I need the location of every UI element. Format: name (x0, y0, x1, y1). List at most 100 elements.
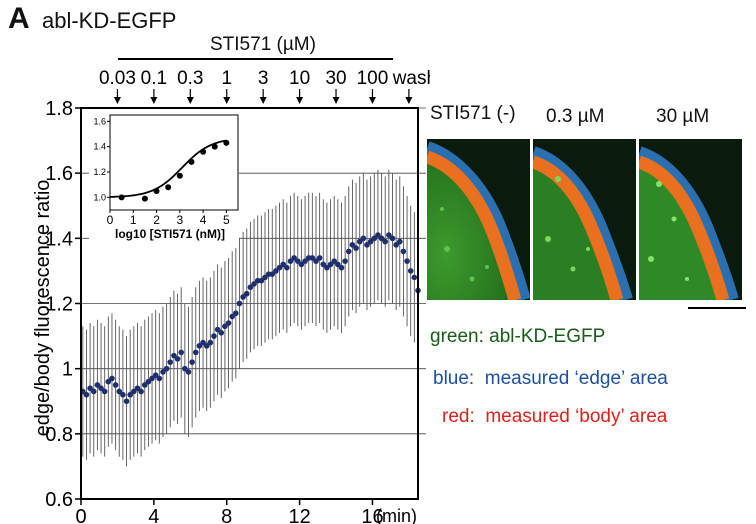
inset-data-point (177, 173, 183, 179)
data-point (113, 382, 119, 388)
inset-data-point (200, 149, 206, 155)
dose-arrow-head (150, 97, 157, 104)
legend-green-text: abl-KD-EGFP (489, 326, 605, 347)
dose-label: 0.3 (177, 68, 203, 89)
x-axis-unit: (min) (376, 506, 417, 524)
data-point (382, 239, 388, 245)
y-axis-label: edge/body fluorescence ratio (32, 180, 54, 437)
data-point (211, 333, 217, 339)
micrograph-low-dose (533, 139, 636, 300)
data-point (102, 389, 108, 395)
inset-y-tick-label: 1.4 (93, 142, 106, 152)
data-point (408, 268, 414, 274)
legend-red-key: red: (442, 406, 475, 427)
legend-red-text: measured ‘body’ area (485, 406, 667, 427)
image-label-control: STI571 (-) (430, 103, 516, 125)
data-point (244, 291, 250, 297)
dose-arrow-head (296, 97, 303, 104)
dose-label: 0.1 (141, 68, 167, 89)
data-point (193, 350, 199, 356)
data-point (167, 359, 173, 365)
data-point (189, 359, 195, 365)
data-point (186, 369, 192, 375)
inset-data-point (188, 159, 194, 165)
data-point (208, 340, 214, 346)
dose-label: 0.03 (99, 68, 136, 89)
data-point (124, 398, 130, 404)
dose-label: 100 (357, 68, 389, 89)
dose-arrow-head (187, 97, 194, 104)
inset-x-tick-label: 4 (200, 213, 207, 227)
legend-green: green: abl-KD-EGFP (430, 326, 605, 348)
image-label-high-dose: 30 µM (656, 106, 709, 128)
data-point (84, 392, 90, 398)
data-point (120, 392, 126, 398)
inset-data-point (212, 144, 218, 150)
data-point (218, 330, 224, 336)
x-tick-label: 12 (288, 506, 310, 524)
inset-data-point (119, 194, 125, 200)
x-tick-label: 0 (75, 506, 86, 524)
inset-x-tick-label: 3 (176, 213, 183, 227)
inset-data-point (142, 196, 148, 202)
data-point (157, 376, 163, 382)
inset-data-point (223, 140, 229, 146)
dose-label: 10 (289, 68, 310, 89)
dose-arrow-head (260, 97, 267, 104)
inset-x-tick-label: 2 (153, 213, 160, 227)
micrograph-control (427, 139, 530, 300)
image-label-low-dose: 0.3 µM (546, 106, 604, 128)
data-point (317, 255, 323, 261)
data-point (175, 356, 181, 362)
inset-y-tick-label: 1.0 (93, 192, 106, 202)
data-point (284, 265, 290, 271)
legend-blue: blue: measured ‘edge’ area (433, 368, 668, 390)
data-point (226, 320, 232, 326)
dose-arrow-head (114, 97, 121, 104)
inset-x-axis-label: log10 [STI571 (nM)] (115, 227, 225, 241)
legend-green-key: green: (430, 326, 484, 347)
data-point (390, 236, 396, 242)
dose-arrow-head (369, 97, 376, 104)
y-tick-label: 1 (62, 359, 73, 381)
data-point (346, 249, 352, 255)
dose-arrow-head (223, 97, 230, 104)
data-point (237, 301, 243, 307)
data-point (342, 258, 348, 264)
data-point (233, 310, 239, 316)
dose-label: 1 (221, 68, 232, 89)
micrograph-high-dose (639, 139, 742, 300)
x-tick-label: 8 (221, 506, 232, 524)
dose-label: 30 (325, 68, 346, 89)
data-point (138, 389, 144, 395)
data-point (353, 245, 359, 251)
inset-y-tick-label: 1.6 (93, 116, 106, 126)
dose-response-inset: 1.0 1.2 1.4 1.6 0 1 2 3 4 5log10 [STI571 (nM)] (89, 110, 239, 241)
x-tick-label: 4 (148, 506, 159, 524)
legend-blue-key: blue: (433, 368, 474, 389)
data-point (401, 249, 407, 255)
data-point (178, 350, 184, 356)
legend-red: red: measured ‘body’ area (442, 406, 667, 428)
data-point (91, 389, 97, 395)
inset-data-point (154, 188, 160, 194)
dose-label: 3 (258, 68, 269, 89)
inset-x-tick-label: 1 (130, 213, 137, 227)
data-point (361, 236, 367, 242)
legend-blue-text: measured ‘edge’ area (485, 368, 668, 389)
dose-arrow-head (405, 97, 412, 104)
inset-x-tick-label: 5 (223, 213, 230, 227)
dose-label: wash (392, 68, 430, 89)
data-point (404, 258, 410, 264)
y-tick-label: 0.6 (45, 489, 73, 511)
data-point (412, 275, 418, 281)
inset-data-point (165, 184, 171, 190)
inset-x-tick-label: 0 (107, 213, 114, 227)
data-point (339, 265, 345, 271)
y-tick-label: 1.8 (45, 98, 73, 120)
scale-bar (688, 307, 746, 309)
time-course-chart: 0.60.811.21.41.61.80 4 8 12 16(min)edge/body… (0, 0, 430, 524)
inset-y-tick-label: 1.2 (93, 167, 106, 177)
data-point (164, 366, 170, 372)
data-point (397, 239, 403, 245)
